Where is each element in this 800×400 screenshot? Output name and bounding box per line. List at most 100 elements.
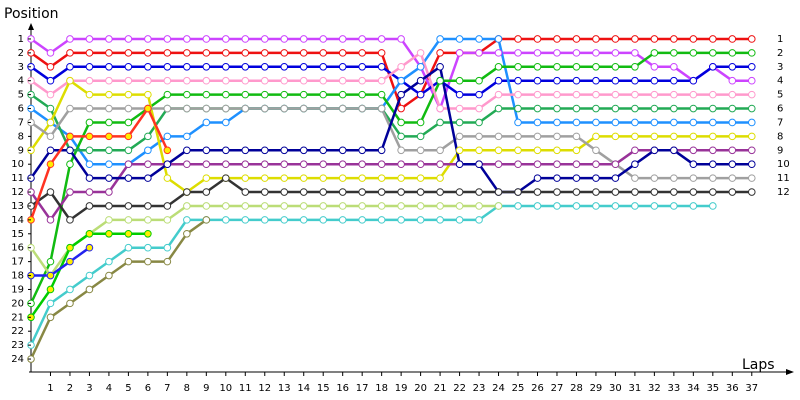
lap-marker bbox=[709, 160, 717, 169]
lap-marker bbox=[631, 104, 639, 113]
y-tick-label: 10 bbox=[11, 159, 24, 170]
x-tick-label: 11 bbox=[239, 383, 252, 394]
lap-marker bbox=[514, 90, 522, 99]
lap-marker bbox=[514, 118, 522, 127]
lap-marker bbox=[611, 188, 620, 196]
lap-marker bbox=[650, 146, 659, 155]
lap-marker bbox=[650, 202, 659, 210]
lap-marker bbox=[689, 188, 698, 196]
lap-marker bbox=[299, 104, 308, 113]
lap-marker bbox=[319, 216, 328, 224]
lap-marker bbox=[183, 146, 191, 155]
lap-marker bbox=[144, 243, 152, 252]
y-tick-label: 18 bbox=[11, 271, 24, 282]
x-tick-label: 31 bbox=[629, 383, 642, 394]
lap-marker bbox=[377, 216, 386, 224]
x-arrow bbox=[786, 369, 794, 375]
x-tick-label: 22 bbox=[453, 383, 466, 394]
lap-marker bbox=[650, 90, 659, 99]
lap-marker bbox=[358, 216, 366, 224]
lap-marker bbox=[611, 76, 620, 85]
lap-marker bbox=[319, 146, 328, 155]
lap-marker bbox=[416, 49, 425, 57]
y-tick-label: 19 bbox=[11, 284, 24, 295]
lap-marker bbox=[85, 202, 94, 210]
lap-marker bbox=[689, 202, 698, 210]
lap-marker bbox=[105, 49, 113, 57]
lap-marker bbox=[241, 160, 250, 169]
lap-marker bbox=[494, 104, 503, 113]
lap-marker bbox=[670, 104, 678, 113]
lap-marker bbox=[553, 49, 561, 57]
lap-marker bbox=[533, 104, 542, 113]
y-tick-label: 14 bbox=[11, 215, 24, 226]
lap-marker bbox=[611, 160, 620, 169]
lap-marker bbox=[709, 49, 717, 57]
y-tick-label: 4 bbox=[18, 76, 24, 87]
lap-marker bbox=[436, 62, 444, 71]
lap-marker bbox=[689, 35, 698, 43]
y-tick-label: 23 bbox=[11, 340, 24, 351]
lap-marker bbox=[105, 35, 113, 43]
lap-marker bbox=[514, 146, 522, 155]
lap-marker bbox=[241, 49, 250, 57]
lap-marker bbox=[397, 202, 405, 210]
lap-marker bbox=[631, 90, 639, 99]
lap-marker bbox=[455, 188, 464, 196]
lap-marker bbox=[85, 118, 94, 127]
lap-marker bbox=[377, 49, 386, 57]
lap-marker bbox=[105, 229, 113, 238]
lap-marker bbox=[475, 146, 483, 155]
lap-marker bbox=[553, 146, 561, 155]
lap-marker bbox=[455, 160, 464, 169]
lap-marker bbox=[533, 146, 542, 155]
lap-marker bbox=[222, 104, 230, 113]
y-tick-label: 15 bbox=[11, 229, 24, 240]
lap-marker bbox=[222, 90, 230, 99]
lap-marker bbox=[475, 104, 483, 113]
lap-marker bbox=[689, 132, 698, 141]
y-tick-label: 20 bbox=[11, 298, 24, 309]
lap-marker bbox=[260, 62, 269, 71]
lap-marker bbox=[455, 216, 464, 224]
lap-marker bbox=[260, 216, 269, 224]
lap-marker bbox=[553, 132, 561, 141]
lap-marker bbox=[66, 132, 74, 141]
y-tick-label: 17 bbox=[11, 257, 24, 268]
lap-marker bbox=[747, 76, 756, 85]
lap-marker bbox=[397, 174, 405, 182]
lap-marker bbox=[319, 49, 328, 57]
lap-marker bbox=[670, 174, 678, 182]
lap-marker bbox=[709, 62, 717, 71]
lap-marker bbox=[338, 49, 347, 57]
lap-marker bbox=[494, 62, 503, 71]
lap-marker bbox=[319, 62, 328, 71]
y-tick-label: 12 bbox=[11, 187, 24, 198]
lap-marker bbox=[85, 132, 94, 141]
lap-marker bbox=[260, 174, 269, 182]
lap-marker bbox=[728, 188, 737, 196]
lap-marker bbox=[46, 271, 55, 280]
x-tick-label: 24 bbox=[492, 383, 505, 394]
lap-marker bbox=[124, 132, 133, 141]
lap-marker bbox=[592, 62, 600, 71]
lap-marker bbox=[631, 62, 639, 71]
lap-marker bbox=[85, 271, 94, 280]
lap-marker bbox=[241, 216, 250, 224]
lap-marker bbox=[124, 146, 133, 155]
x-axis-label: Laps bbox=[742, 357, 775, 373]
lap-marker bbox=[202, 202, 211, 210]
lap-marker bbox=[436, 146, 444, 155]
lap-marker bbox=[397, 90, 405, 99]
lap-marker bbox=[183, 132, 191, 141]
lap-marker bbox=[514, 62, 522, 71]
lap-marker bbox=[377, 174, 386, 182]
lap-marker bbox=[163, 62, 172, 71]
lap-marker bbox=[436, 188, 444, 196]
lap-marker bbox=[358, 104, 366, 113]
lap-marker bbox=[241, 62, 250, 71]
lap-marker bbox=[592, 104, 600, 113]
lap-marker bbox=[124, 90, 133, 99]
lap-marker bbox=[105, 257, 113, 266]
lap-marker bbox=[241, 174, 250, 182]
